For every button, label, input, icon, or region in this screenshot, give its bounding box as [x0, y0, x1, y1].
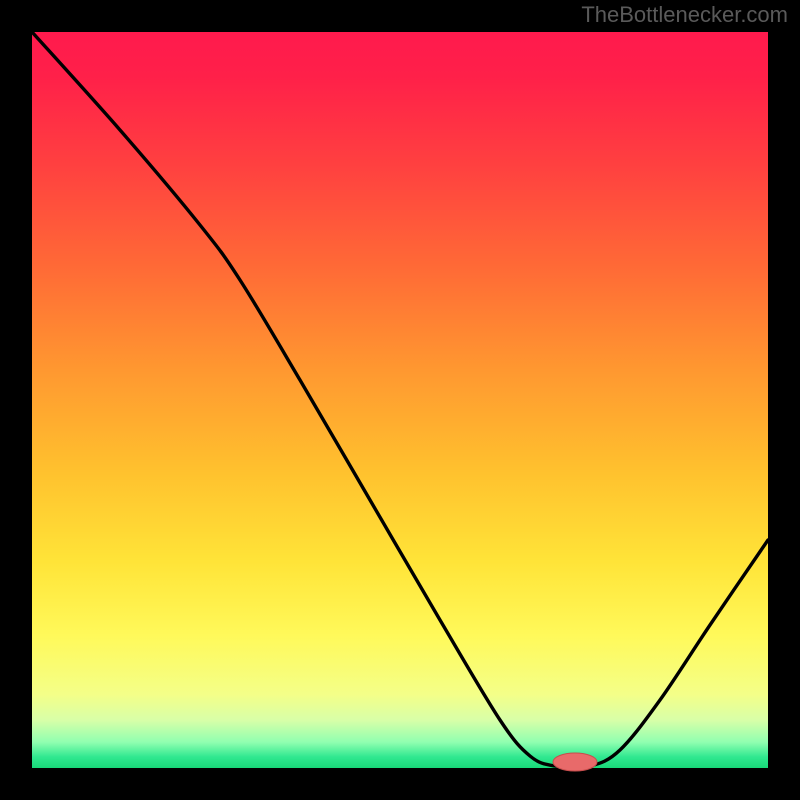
plot-gradient-background — [32, 32, 768, 768]
chart-container: TheBottlenecker.com — [0, 0, 800, 800]
watermark-text: TheBottlenecker.com — [581, 2, 788, 28]
optimum-marker — [553, 753, 597, 771]
bottleneck-chart — [0, 0, 800, 800]
